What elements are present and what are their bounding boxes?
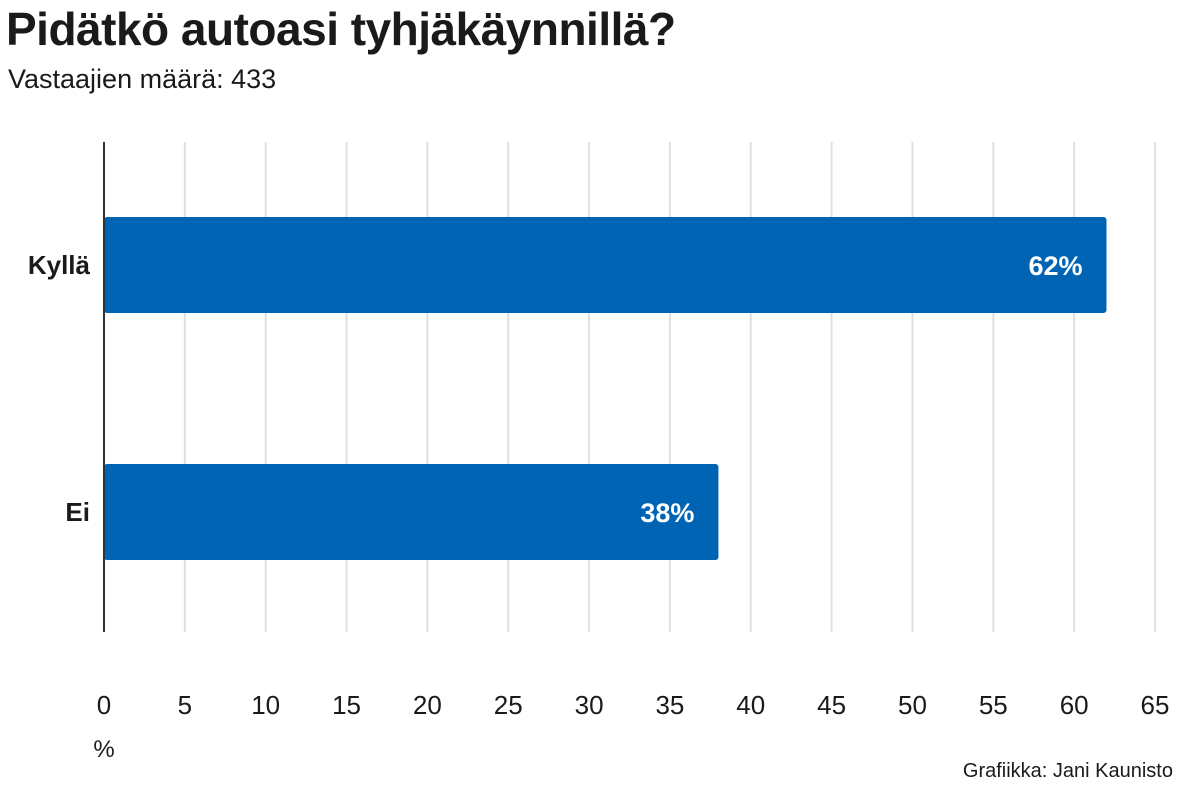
labels: 0 5 10 15 20 25 30 35 40 45 50 55 60 65% Kyllä 62% Ei 38% bbox=[28, 250, 1170, 763]
x-tick-label: 10 bbox=[251, 690, 280, 720]
x-tick-label: 20 bbox=[413, 690, 442, 720]
x-tick-label: 0 bbox=[97, 690, 111, 720]
x-axis-unit-label: % bbox=[93, 736, 114, 763]
x-tick-label: 45 bbox=[817, 690, 846, 720]
category-label: Ei bbox=[65, 497, 90, 527]
data-label: 38% bbox=[640, 498, 694, 528]
bar bbox=[104, 217, 1107, 313]
x-tick-label: 25 bbox=[494, 690, 523, 720]
x-tick-label: 55 bbox=[979, 690, 1008, 720]
chart-title: Pidätkö autoasi tyhjäkäynnillä? bbox=[6, 3, 676, 55]
graphic-credit: Grafiikka: Jani Kaunisto bbox=[962, 760, 1173, 782]
x-tick-label: 65 bbox=[1141, 690, 1170, 720]
data-label: 62% bbox=[1028, 251, 1082, 281]
x-tick-label: 35 bbox=[655, 690, 684, 720]
x-tick-label: 60 bbox=[1060, 690, 1089, 720]
chart-subtitle: Vastaajien määrä: 433 bbox=[8, 64, 277, 94]
x-tick-label: 5 bbox=[178, 690, 192, 720]
x-tick-label: 40 bbox=[736, 690, 765, 720]
x-tick-label: 50 bbox=[898, 690, 927, 720]
bars bbox=[104, 217, 1107, 560]
bar bbox=[104, 464, 719, 560]
category-label: Kyllä bbox=[28, 250, 91, 280]
x-tick-label: 30 bbox=[575, 690, 604, 720]
x-tick-label: 15 bbox=[332, 690, 361, 720]
